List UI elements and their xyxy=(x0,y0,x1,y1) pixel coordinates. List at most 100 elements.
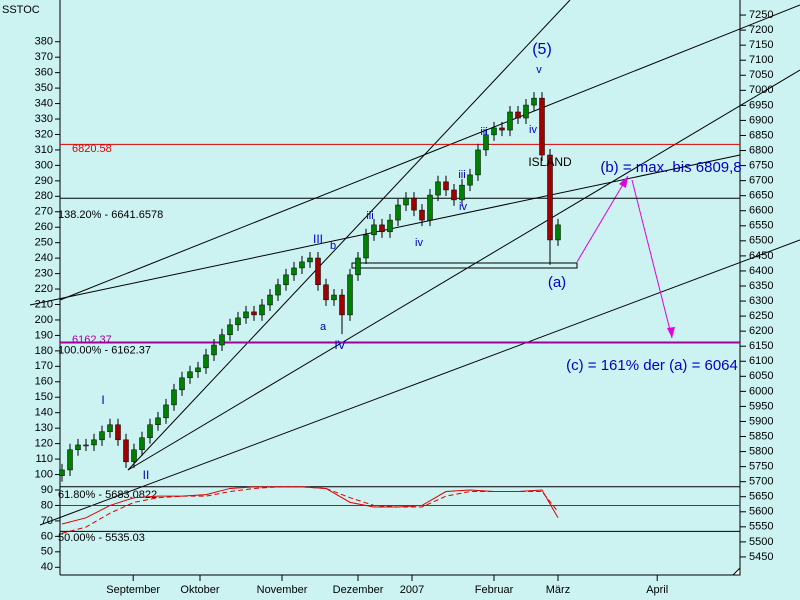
candle-body xyxy=(91,439,97,446)
annotation: iv xyxy=(459,201,467,213)
y2-tick-label: 310 xyxy=(35,144,53,156)
candle-body xyxy=(355,257,361,276)
annotation: iii xyxy=(366,210,373,222)
candle-body xyxy=(419,209,425,221)
y2-tick-label: 140 xyxy=(35,407,53,419)
candle-body xyxy=(323,284,329,301)
y2-tick-label: 90 xyxy=(41,484,53,496)
candle-body xyxy=(435,181,441,196)
y2-tick-label: 290 xyxy=(35,175,53,187)
y-tick-label: 6200 xyxy=(749,325,773,337)
y2-tick-label: 70 xyxy=(41,515,53,527)
candle-body xyxy=(483,134,489,151)
candle-body xyxy=(427,194,433,221)
oscillator-line xyxy=(61,486,559,534)
annotation: ISLAND xyxy=(528,155,572,169)
candle-body xyxy=(163,404,169,419)
y-tick-label: 6950 xyxy=(749,99,773,111)
y2-tick-label: 360 xyxy=(35,67,53,79)
level-label: 6820.58 xyxy=(72,143,112,155)
y-tick-label: 6450 xyxy=(749,250,773,262)
candle-body xyxy=(235,317,241,326)
y2-tick-label: 260 xyxy=(35,221,53,233)
annotation: iii xyxy=(480,126,487,138)
y2-tick-label: 350 xyxy=(35,82,53,94)
y-tick-label: 7200 xyxy=(749,24,773,36)
candle-body xyxy=(459,184,465,201)
candle-body xyxy=(371,224,377,236)
candle-body xyxy=(179,377,185,391)
candle-body xyxy=(467,174,473,186)
y-tick-label: 6000 xyxy=(749,385,773,397)
corner-mark xyxy=(731,566,741,576)
candle-body xyxy=(227,324,233,336)
candle-body xyxy=(531,97,537,106)
y2-tick-label: 180 xyxy=(35,345,53,357)
y-tick-label: 6050 xyxy=(749,370,773,382)
trend-line xyxy=(59,4,800,301)
candle-body xyxy=(211,344,217,356)
annotation: b xyxy=(330,240,336,252)
y2-tick-label: 250 xyxy=(35,237,53,249)
y-tick-label: 5950 xyxy=(749,400,773,412)
y2-tick-label: 60 xyxy=(41,530,53,542)
candle-body xyxy=(331,294,337,301)
y2-tick-label: 150 xyxy=(35,391,53,403)
candle-body xyxy=(123,439,129,463)
candle-body xyxy=(243,311,249,319)
annotation: iv xyxy=(529,124,537,136)
candle-body xyxy=(395,204,401,221)
y2-tick-label: 300 xyxy=(35,159,53,171)
candle-body xyxy=(547,154,553,241)
candle-body xyxy=(187,371,193,379)
candle-body xyxy=(347,274,353,316)
candle-body xyxy=(283,274,289,286)
y2-tick-label: 190 xyxy=(35,329,53,341)
y-tick-label: 6700 xyxy=(749,175,773,187)
y2-tick-label: 120 xyxy=(35,438,53,450)
candle-body xyxy=(379,224,385,233)
candle-body xyxy=(259,304,265,316)
level-label: 100.00% - 6162.37 xyxy=(58,344,151,356)
y-tick-label: 7000 xyxy=(749,84,773,96)
candle-body xyxy=(499,127,505,131)
y-tick-label: 6550 xyxy=(749,220,773,232)
annotation: (c) = 161% der (a) = 6064 xyxy=(566,357,738,374)
annotation: (5) xyxy=(532,41,552,58)
y-tick-label: 6500 xyxy=(749,235,773,247)
candle-body xyxy=(451,189,457,201)
annotation: iii xyxy=(458,169,465,181)
y2-tick-label: 330 xyxy=(35,113,53,125)
y-tick-label: 6750 xyxy=(749,159,773,171)
y2-tick-label: 370 xyxy=(35,51,53,63)
y2-tick-label: 80 xyxy=(41,499,53,511)
y2-tick-label: 220 xyxy=(35,283,53,295)
annotation: III xyxy=(313,232,323,246)
y2-tick-label: 50 xyxy=(41,546,53,558)
x-tick-label: April xyxy=(646,584,668,596)
y-tick-label: 6800 xyxy=(749,144,773,156)
trend-line xyxy=(127,0,571,471)
candle-body xyxy=(75,444,81,451)
candle-body xyxy=(307,257,313,263)
y2-tick-label: 100 xyxy=(35,468,53,480)
annotation: IV xyxy=(334,338,345,352)
arrow xyxy=(631,179,673,339)
y-tick-label: 6900 xyxy=(749,114,773,126)
y-tick-label: 6400 xyxy=(749,265,773,277)
y-tick-label: 6250 xyxy=(749,310,773,322)
candle-body xyxy=(115,424,121,441)
y2-tick-label: 240 xyxy=(35,252,53,264)
y-tick-label: 6650 xyxy=(749,190,773,202)
candle-body xyxy=(59,469,65,476)
candle-body xyxy=(67,449,73,471)
y2-tick-label: 380 xyxy=(35,36,53,48)
candle-body xyxy=(155,417,161,426)
candle-body xyxy=(83,444,89,447)
x-tick-label: September xyxy=(106,584,160,596)
y2-tick-label: 230 xyxy=(35,267,53,279)
x-tick-label: Dezember xyxy=(333,584,384,596)
y-tick-label: 5900 xyxy=(749,415,773,427)
